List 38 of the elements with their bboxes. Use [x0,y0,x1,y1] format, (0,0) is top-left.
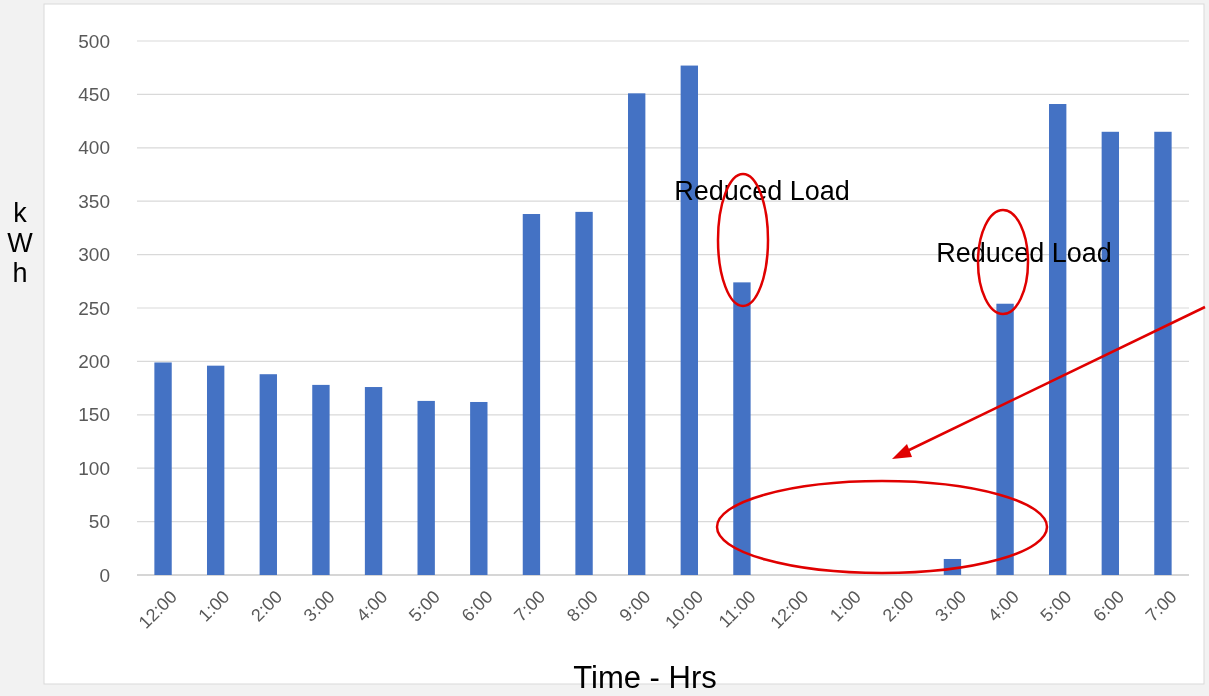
y-tick-label: 150 [78,404,110,426]
y-tick-label: 350 [78,190,110,212]
y-axis-title: kWh [7,198,34,288]
y-tick-label: 400 [78,137,110,159]
bar [733,282,751,575]
bar [996,303,1014,575]
x-tick-label: 4:00 [352,586,392,626]
x-tick-label: 4:00 [983,586,1023,626]
y-tick-label: 50 [88,511,110,533]
x-tick-label: 8:00 [562,586,602,626]
y-tick-label: 250 [78,297,110,319]
x-tick-label: 5:00 [405,586,444,626]
y-tick-label: 200 [78,351,110,373]
bar [470,401,488,575]
x-axis-title: Time - Hrs [573,660,717,695]
y-tick-label: 100 [78,457,110,479]
x-tick-label: 7:00 [1141,586,1181,626]
bar [575,211,593,575]
y-tick-label: 0 [99,564,110,586]
x-tick-label: 5:00 [1036,586,1076,626]
x-tick-label: 3:00 [931,586,971,626]
bar [206,365,225,575]
y-tick-label: 500 [78,30,110,52]
bar [417,400,435,575]
bar [522,214,541,575]
bar [312,384,330,575]
x-tick-label: 3:00 [299,586,339,626]
bar [364,387,383,575]
x-tick-label: 6:00 [457,586,497,626]
y-tick-label: 300 [78,244,110,266]
bar [259,374,277,575]
x-tick-label: 7:00 [510,586,550,626]
x-tick-label: 9:00 [615,586,655,626]
x-tick-label: 6:00 [1089,586,1129,626]
y-tick-label: 450 [78,84,110,106]
bar [154,362,172,575]
bar [1154,131,1172,575]
bar [628,93,646,575]
